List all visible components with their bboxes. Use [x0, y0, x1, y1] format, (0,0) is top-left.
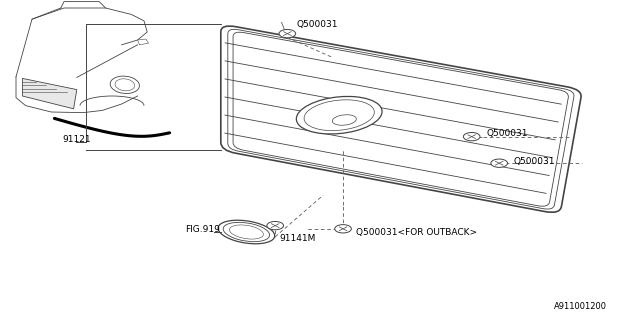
Circle shape: [279, 29, 296, 38]
Polygon shape: [138, 39, 148, 45]
Circle shape: [335, 225, 351, 233]
Circle shape: [491, 159, 508, 167]
Text: A911001200: A911001200: [554, 302, 607, 311]
Text: 91141M: 91141M: [279, 234, 316, 243]
Circle shape: [463, 132, 480, 141]
Text: Q500031: Q500031: [514, 157, 556, 166]
Circle shape: [267, 221, 284, 230]
Text: Q500031<FOR OUTBACK>: Q500031<FOR OUTBACK>: [356, 228, 477, 237]
Text: Q500031: Q500031: [297, 20, 339, 29]
Ellipse shape: [296, 96, 382, 134]
Polygon shape: [22, 78, 77, 109]
Text: 91121: 91121: [63, 135, 92, 144]
Text: FIG.919: FIG.919: [186, 225, 220, 234]
Ellipse shape: [218, 220, 275, 244]
Text: Q500031: Q500031: [486, 129, 528, 138]
PathPatch shape: [221, 26, 581, 212]
Ellipse shape: [110, 76, 140, 93]
